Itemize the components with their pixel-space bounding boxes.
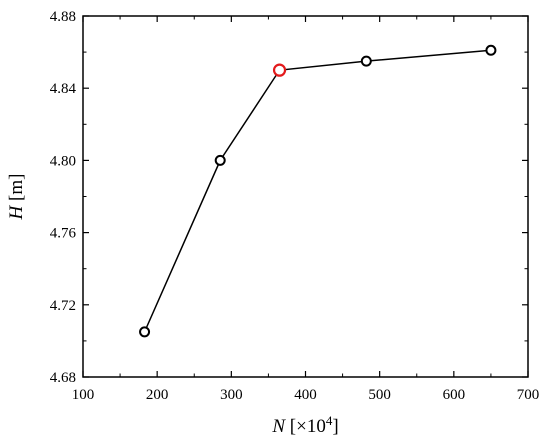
x-axis-unit-exponent: 4 <box>326 413 333 428</box>
y-tick-label: 4.88 <box>50 9 76 25</box>
data-point <box>360 55 372 67</box>
y-tick-label: 4.72 <box>50 298 76 314</box>
x-axis-unit-prefix: [×10 <box>285 416 326 437</box>
plot-frame <box>82 15 529 378</box>
tick-labels: 100 200 300 400 500 600 700 4.68 4.72 4.76 4.80 4.8… <box>50 9 540 403</box>
data-point <box>139 326 151 338</box>
data-point <box>214 154 226 166</box>
x-tick-label: 300 <box>220 387 243 403</box>
x-axis-symbol: N <box>271 416 286 437</box>
x-tick-label: 700 <box>517 387 540 403</box>
x-tick-label: 400 <box>294 387 317 403</box>
data-points <box>139 44 497 338</box>
x-tick-label: 500 <box>368 387 391 403</box>
y-axis-unit: [m] <box>6 174 27 206</box>
y-axis-symbol: H <box>6 204 27 220</box>
y-tick-label: 4.76 <box>50 226 77 242</box>
y-tick-label: 4.84 <box>50 81 77 97</box>
x-axis-unit-suffix: ] <box>332 416 338 437</box>
y-tick-label: 4.80 <box>50 153 76 169</box>
x-tick-label: 100 <box>72 387 95 403</box>
x-tick-label: 200 <box>146 387 169 403</box>
highlighted-data-point <box>272 63 287 77</box>
y-tick-label: 4.68 <box>50 370 76 386</box>
y-axis-label: H [m] <box>6 174 27 221</box>
data-point <box>485 44 497 56</box>
x-tick-label: 600 <box>443 387 466 403</box>
series-line <box>143 49 491 333</box>
x-axis-label: N [×104] <box>271 413 338 438</box>
axis-ticks <box>82 15 529 378</box>
